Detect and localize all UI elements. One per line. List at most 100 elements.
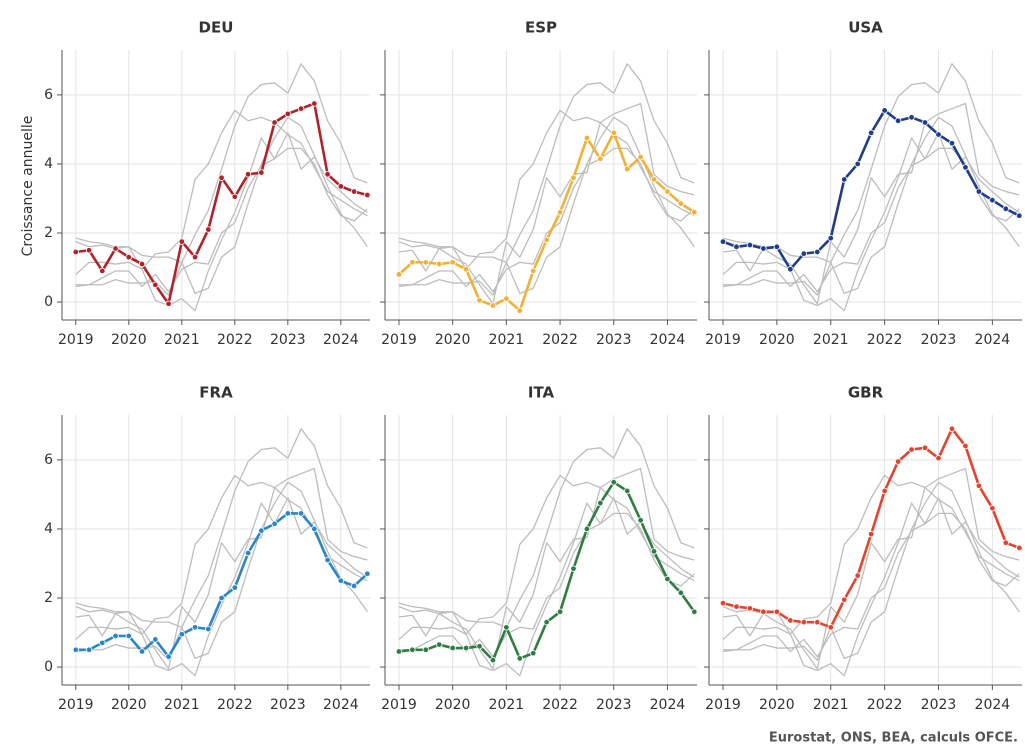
point	[556, 209, 564, 216]
point	[989, 196, 996, 204]
point	[99, 267, 106, 275]
x-tick-label: 2023	[921, 697, 957, 713]
panel-title: DEU	[199, 19, 234, 37]
point	[350, 188, 358, 195]
point	[72, 646, 79, 653]
point	[989, 505, 996, 512]
y-tick-label: 6	[44, 452, 53, 468]
panel: GBR 2019 2020 2021 2022 2023 2024	[704, 384, 1023, 713]
x-tick-label: 2024	[650, 697, 686, 713]
point	[597, 155, 604, 162]
point	[597, 499, 604, 507]
point	[311, 525, 318, 533]
point	[691, 209, 698, 216]
x-tick-label: 2023	[921, 332, 957, 348]
point	[556, 608, 564, 616]
point	[191, 624, 199, 631]
point	[337, 577, 345, 584]
panel: FRA 0 2 4 6 2019 2020 2021 2022 2023 2024	[44, 384, 371, 713]
point	[364, 191, 371, 199]
line	[75, 497, 368, 677]
point	[436, 260, 443, 268]
point	[787, 266, 794, 273]
point	[218, 174, 225, 181]
y-tick-label: 2	[44, 225, 53, 241]
point	[948, 140, 956, 147]
point	[610, 129, 617, 137]
point	[112, 245, 119, 252]
point	[543, 618, 550, 626]
point	[691, 608, 698, 616]
x-tick-label: 2024	[650, 332, 686, 348]
point	[814, 248, 821, 256]
x-tick-label: 2021	[164, 697, 200, 713]
point	[935, 454, 942, 462]
line	[398, 474, 695, 635]
point	[650, 548, 658, 555]
x-tick-label: 2019	[381, 332, 417, 348]
point	[530, 650, 537, 657]
point	[311, 100, 318, 107]
point	[881, 487, 888, 495]
point	[99, 639, 106, 647]
point	[746, 241, 754, 249]
point	[503, 624, 510, 631]
point	[284, 110, 292, 118]
panel-title: FRA	[199, 384, 233, 402]
point	[637, 517, 644, 524]
point	[503, 295, 510, 302]
point	[677, 200, 685, 207]
point	[760, 608, 767, 616]
y-tick-label: 6	[44, 87, 53, 103]
x-tick-label: 2019	[705, 697, 741, 713]
point	[125, 632, 132, 640]
point	[719, 238, 727, 245]
point	[773, 608, 781, 616]
x-tick-label: 2023	[596, 332, 632, 348]
line	[398, 116, 695, 296]
x-tick-label: 2021	[489, 697, 525, 713]
x-tick-label: 2024	[975, 697, 1011, 713]
point	[85, 646, 93, 653]
point	[814, 618, 821, 626]
point	[623, 165, 631, 173]
point	[867, 129, 875, 137]
y-tick-label: 4	[44, 521, 53, 537]
point	[138, 648, 146, 655]
line	[722, 102, 1020, 305]
point	[841, 596, 848, 603]
point	[787, 617, 794, 624]
point	[921, 444, 929, 452]
point	[733, 243, 740, 251]
point	[72, 248, 79, 256]
x-tick-label: 2023	[596, 697, 632, 713]
x-tick-label: 2021	[164, 332, 200, 348]
x-tick-label: 2024	[323, 332, 359, 348]
line	[398, 512, 695, 658]
point	[854, 572, 861, 579]
y-axis-label: Croissance annuelle	[20, 116, 36, 257]
point	[258, 169, 265, 176]
point	[476, 643, 483, 650]
point	[449, 644, 456, 652]
x-tick-label: 2022	[867, 332, 903, 348]
line	[723, 512, 1020, 658]
point	[733, 603, 740, 610]
point	[284, 510, 292, 517]
x-tick-label: 2019	[381, 697, 417, 713]
x-tick-label: 2020	[111, 697, 147, 713]
point	[881, 107, 888, 114]
point	[935, 131, 942, 138]
point	[409, 646, 416, 653]
point	[908, 114, 915, 121]
point	[1016, 212, 1023, 219]
x-tick-label: 2020	[759, 332, 795, 348]
x-tick-label: 2022	[217, 332, 253, 348]
point	[324, 171, 331, 178]
point	[570, 565, 577, 572]
line	[75, 109, 368, 270]
point	[1002, 539, 1010, 546]
point	[867, 530, 875, 538]
point	[205, 625, 212, 633]
point	[975, 482, 983, 489]
